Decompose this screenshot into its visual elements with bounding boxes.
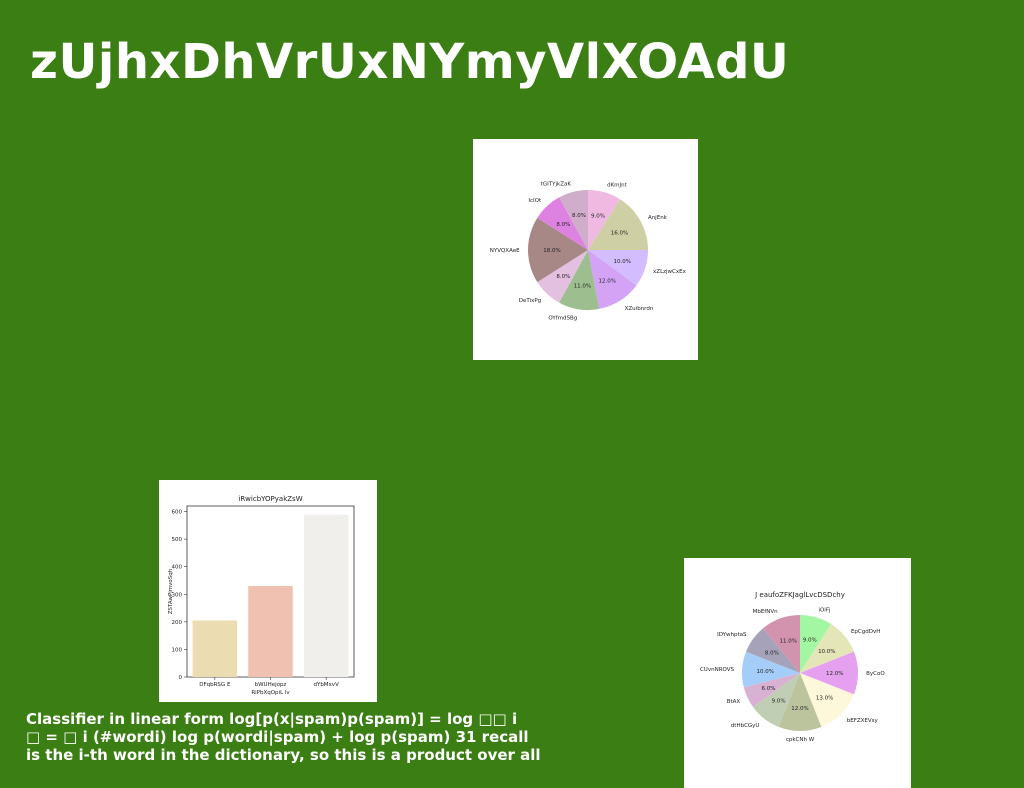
pie-slice — [588, 190, 621, 250]
slice-percent-label: 8.0% — [556, 222, 570, 228]
x-tick-label: bWUHejopz — [255, 682, 287, 688]
pie-slice — [588, 250, 637, 309]
slice-percent-label: 8.0% — [765, 651, 779, 657]
slice-label: cpkCNh W — [786, 737, 815, 743]
slice-percent-label: 8.0% — [572, 213, 586, 219]
slice-label: MbEfNVn — [753, 609, 779, 615]
slice-label: OYfmdSBg — [548, 316, 577, 322]
bar — [192, 620, 238, 677]
slice-label: bEFZXEVsy — [847, 718, 879, 724]
pie-slice — [778, 673, 822, 731]
slice-label: CUvnNROVS — [700, 667, 735, 673]
pie-slice — [753, 673, 800, 727]
x-tick-label: dYbMxvV — [313, 682, 339, 688]
slice-label: tGITYjkZaK — [541, 182, 572, 188]
y-tick-label: 500 — [172, 537, 183, 543]
slice-percent-label: 9.0% — [803, 638, 817, 644]
slice-percent-label: 12.0% — [791, 706, 808, 712]
slice-label: dKmJnt — [607, 182, 628, 188]
y-tick-label: 200 — [172, 620, 183, 626]
slice-percent-label: 12.0% — [599, 278, 616, 284]
slice-percent-label: 16.0% — [611, 231, 628, 237]
body-text-line: □ = □ i (#wordi) log p(wordi|spam) + log… — [26, 728, 529, 746]
pie-slice — [537, 250, 588, 303]
y-tick-label: 100 — [172, 647, 183, 653]
slice-percent-label: 11.0% — [574, 284, 591, 290]
pie-slice — [559, 250, 600, 310]
slice-percent-label: 10.0% — [757, 669, 774, 675]
y-axis-label: ZSTAwPjmvoSqh — [168, 568, 174, 614]
pie-slice — [528, 217, 588, 283]
pie-slice — [559, 190, 588, 250]
slice-label: IcIOt — [528, 198, 542, 204]
slice-label: ByCoO — [866, 671, 885, 677]
body-text-line: is the i-th word in the dictionary, so t… — [26, 746, 541, 764]
bar-chart-figure: iRwicbYOPyakZsW 0 100 200 300 400 500 600 DFqbRS… — [159, 480, 377, 702]
body-text: Classifier in linear form log[p(x|spam)p… — [26, 710, 586, 764]
slice-percent-label: 8.0% — [556, 274, 570, 280]
pie-slice — [800, 624, 854, 673]
pie-chart-figure-1: 9.0% dKmJnt 16.0% AnjEnk 10.0% xZLzjwCxEx 12.0… — [473, 139, 698, 360]
slice-percent-label: 18.0% — [543, 248, 560, 254]
slice-label: IDYwhptaS — [717, 632, 747, 638]
slice-label: dtHbCGyU — [731, 723, 760, 729]
pie-chart-figure-2: J eaufoZFKJaglLvcDSDchy 9.0% iOiFj 10.0% EpC… — [684, 558, 911, 788]
slice-label: BtAX — [727, 699, 741, 705]
x-axis-label: RiPbXqOpiL lv — [251, 690, 290, 696]
slice-label: DeTixPg — [519, 298, 541, 304]
x-tick-label: DFqbRSG E — [199, 682, 231, 688]
slice-label: AnjEnk — [648, 215, 668, 221]
slice-label: iOiFj — [818, 608, 831, 614]
body-text-line: Classifier in linear form log[p(x|spam)p… — [26, 710, 518, 728]
slice-percent-label: 12.0% — [826, 671, 843, 677]
pie-slice — [800, 673, 854, 727]
bar — [303, 514, 349, 677]
slice-percent-label: 10.0% — [613, 259, 630, 265]
pie-slice — [763, 615, 800, 673]
slice-percent-label: 13.0% — [816, 696, 833, 702]
slice-percent-label: 10.0% — [818, 649, 835, 655]
slice-label: NYVQXAeE — [490, 248, 520, 254]
pie-slice — [588, 199, 648, 250]
chart-title: iRwicbYOPyakZsW — [238, 495, 302, 503]
pie-slice — [742, 651, 800, 688]
bar-chart: iRwicbYOPyakZsW 0 100 200 300 400 500 600 DFqbRS… — [168, 495, 355, 696]
pie-slice — [537, 197, 588, 250]
slice-label: XZuibnrdn — [625, 306, 654, 312]
y-tick-label: 600 — [172, 510, 183, 516]
slice-percent-label: 6.0% — [762, 686, 776, 692]
y-tick-label: 300 — [172, 592, 183, 598]
pie-slice — [800, 615, 832, 673]
pie-slice — [588, 250, 648, 286]
pie-slice — [746, 628, 800, 673]
pie-slice — [743, 673, 800, 708]
slice-label: EpCgdDvH — [851, 629, 880, 635]
bar — [248, 585, 293, 677]
chart-title: J eaufoZFKJaglLvcDSDchy — [754, 591, 845, 599]
slice-percent-label: 11.0% — [779, 638, 796, 644]
slice-percent-label: 9.0% — [772, 698, 786, 704]
y-tick-label: 0 — [179, 675, 183, 681]
pie-chart-2: J eaufoZFKJaglLvcDSDchy 9.0% iOiFj 10.0% EpC… — [700, 591, 885, 743]
pie-slice — [800, 651, 858, 695]
slice-percent-label: 9.0% — [591, 213, 605, 219]
slide-title: zUjhxDhVrUxNYmyVlXOAdU — [30, 34, 790, 90]
y-tick-label: 400 — [172, 565, 183, 571]
pie-chart-1: 9.0% dKmJnt 16.0% AnjEnk 10.0% xZLzjwCxEx 12.0… — [490, 182, 687, 322]
slice-label: xZLzjwCxEx — [653, 269, 687, 275]
